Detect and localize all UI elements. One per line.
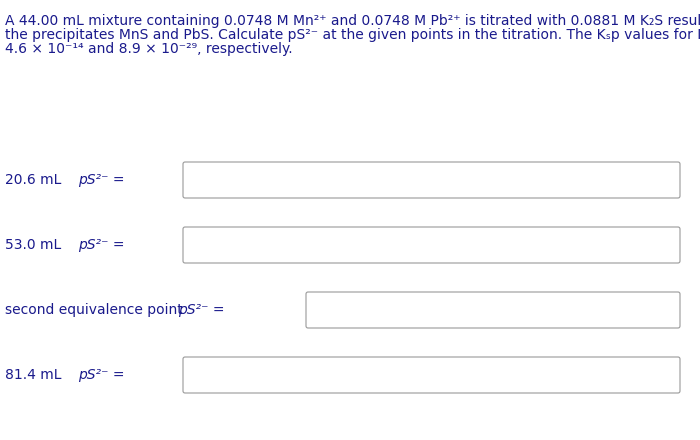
Text: pS²⁻ =: pS²⁻ = — [78, 173, 125, 187]
FancyBboxPatch shape — [306, 292, 680, 328]
Text: 81.4 mL: 81.4 mL — [5, 368, 62, 382]
Text: 20.6 mL: 20.6 mL — [5, 173, 62, 187]
Text: the precipitates MnS and PbS. Calculate pS²⁻ at the given points in the titratio: the precipitates MnS and PbS. Calculate … — [5, 28, 700, 42]
Text: A 44.00 mL mixture containing 0.0748 M Mn²⁺ and 0.0748 M Pb²⁺ is titrated with 0: A 44.00 mL mixture containing 0.0748 M M… — [5, 14, 700, 28]
Text: 53.0 mL: 53.0 mL — [5, 238, 62, 252]
Text: 4.6 × 10⁻¹⁴ and 8.9 × 10⁻²⁹, respectively.: 4.6 × 10⁻¹⁴ and 8.9 × 10⁻²⁹, respectivel… — [5, 42, 293, 56]
Text: pS²⁻ =: pS²⁻ = — [78, 238, 125, 252]
FancyBboxPatch shape — [183, 357, 680, 393]
FancyBboxPatch shape — [183, 227, 680, 263]
FancyBboxPatch shape — [183, 162, 680, 198]
Text: pS²⁻ =: pS²⁻ = — [78, 368, 125, 382]
Text: second equivalence point: second equivalence point — [5, 303, 183, 317]
Text: pS²⁻ =: pS²⁻ = — [178, 303, 225, 317]
